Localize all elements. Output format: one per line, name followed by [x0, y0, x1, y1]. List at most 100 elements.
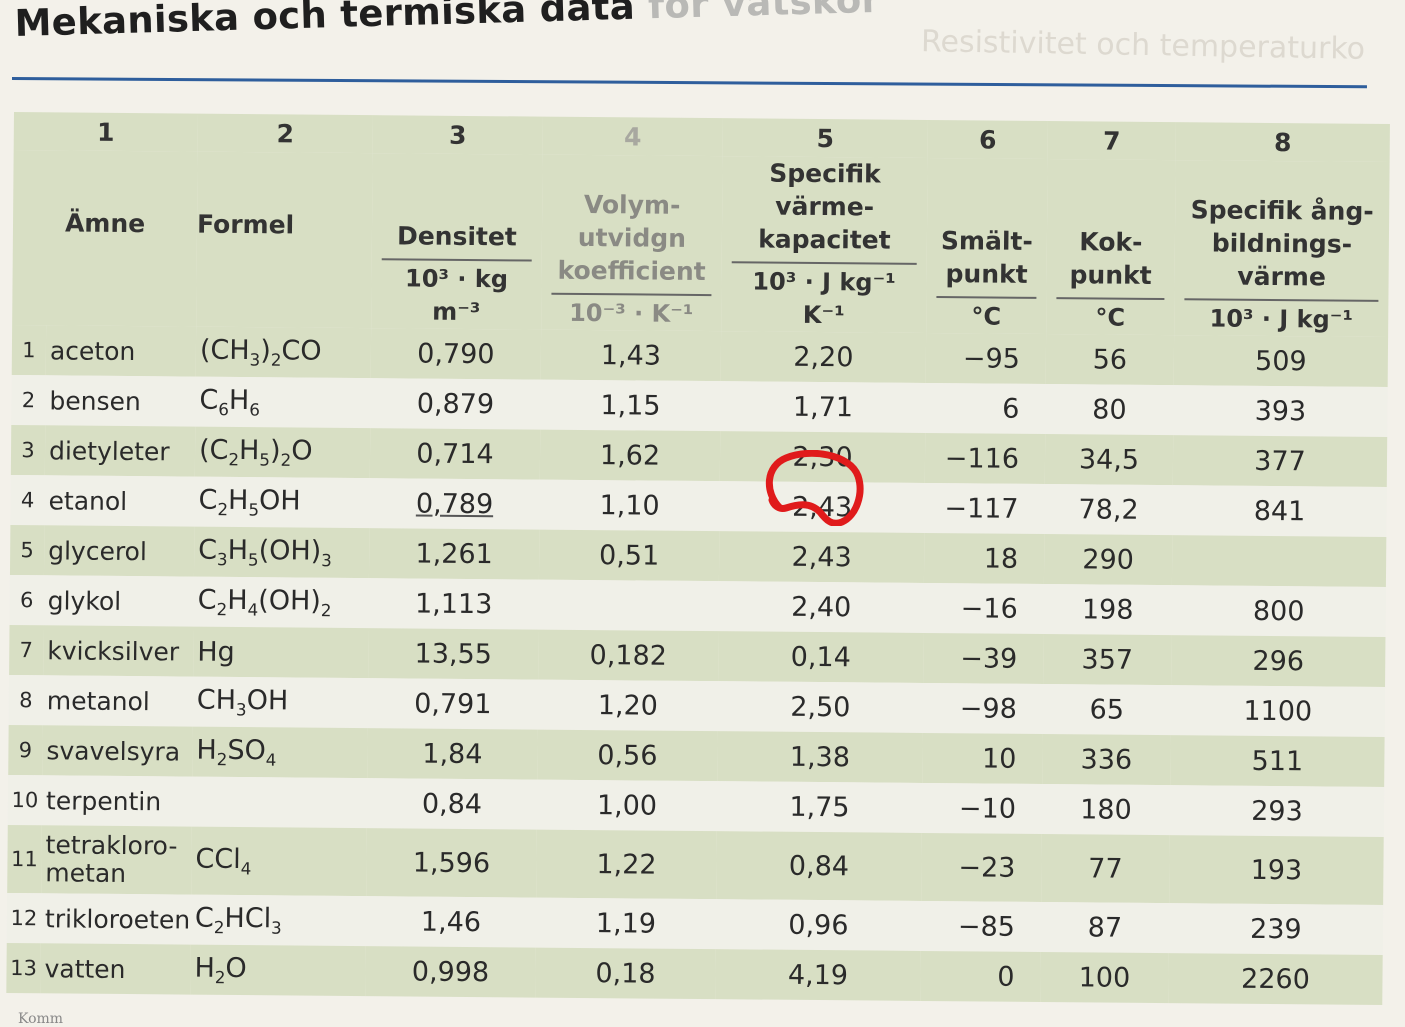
specific-heat-cell: 4,19 — [787, 959, 849, 991]
page-title: Mekaniska och termiska data för vätskor — [14, 0, 881, 45]
expansion-cell: 0,56 — [597, 739, 658, 772]
density-cell: 1,113 — [414, 588, 493, 620]
header-densitet: Densitet 10³ · kg m⁻³ — [371, 153, 543, 330]
density-cell: 1,84 — [422, 738, 483, 770]
header-densitet-label: Densitet — [396, 221, 517, 252]
boiling-point-cell: 290 — [1082, 543, 1135, 576]
header-kok-unit: °C — [1056, 297, 1165, 336]
row-number: 3 — [21, 438, 35, 463]
substance-name: terpentin — [45, 785, 162, 816]
specific-heat-cell: 2,40 — [791, 591, 852, 623]
expansion-cell: 1,22 — [596, 848, 657, 881]
header-smalt-unit: °C — [936, 296, 1037, 334]
specific-heat-cell: 2,50 — [790, 691, 851, 723]
header-smalt: Smält- punkt °C — [926, 158, 1048, 334]
substance-name: bensen — [49, 385, 141, 416]
vaporization-heat-cell: 511 — [1251, 745, 1304, 777]
row-number: 6 — [19, 588, 34, 613]
formula-cell: C2H4(OH)2 — [197, 584, 332, 620]
specific-heat-cell: 2,30 — [792, 441, 853, 473]
specific-heat-cell: 1,71 — [792, 391, 854, 423]
density-cell: 0,84 — [421, 788, 483, 820]
specific-heat-cell: 1,75 — [789, 791, 850, 823]
melting-point-cell: −117 — [944, 492, 1019, 525]
specific-heat-cell: 0,96 — [788, 909, 849, 941]
column-header-row: Ämne Formel Densitet 10³ · kg m⁻³ Volym- … — [12, 149, 1390, 337]
formula-cell: (CH3)2CO — [199, 334, 322, 370]
substance-name: kvicksilver — [47, 635, 180, 666]
melting-point-cell: −10 — [958, 792, 1017, 825]
column-number: 3 — [448, 120, 467, 150]
vaporization-heat-cell: 841 — [1253, 495, 1306, 527]
density-cell: 0,879 — [416, 388, 495, 420]
formula-cell: C2H5OH — [198, 484, 301, 520]
density-cell: 1,261 — [415, 538, 493, 570]
substance-name: glykol — [47, 585, 122, 616]
column-number: 7 — [1102, 126, 1121, 156]
header-kok-label: Kok- punkt — [1069, 227, 1152, 290]
column-number: 8 — [1273, 127, 1292, 157]
boiling-point-cell: 56 — [1092, 343, 1128, 376]
density-cell: 0,791 — [414, 688, 492, 720]
vaporization-heat-cell: 296 — [1252, 645, 1305, 677]
substance-name: tetrakloro- metan — [45, 830, 178, 889]
formula-cell: H2SO4 — [196, 734, 277, 770]
row-number: 4 — [20, 488, 35, 513]
column-number: 2 — [276, 118, 295, 148]
density-cell: 1,46 — [420, 906, 482, 938]
header-specifik-unit: 10³ · J kg⁻¹ K⁻¹ — [731, 261, 917, 333]
expansion-cell: 1,15 — [600, 389, 661, 422]
formula-cell: (C2H5)2O — [198, 434, 313, 470]
melting-point-cell: 10 — [981, 742, 1017, 775]
table-row: 13 vatten H2O 0,998 0,18 4,19 0 100 2260 — [6, 942, 1383, 1005]
data-table-wrapper: 1 2 3 4 5 6 7 8 Ämne Formel Densitet 10³ … — [6, 112, 1390, 1026]
formula-cell: CCl4 — [195, 843, 252, 879]
melting-point-cell: −16 — [960, 592, 1018, 625]
boiling-point-cell: 77 — [1088, 852, 1123, 885]
expansion-cell: 1,62 — [599, 439, 661, 472]
header-amne: Ämne — [64, 208, 146, 239]
page-title-faded: för vätskor — [647, 0, 881, 28]
vaporization-heat-cell: 377 — [1254, 445, 1306, 477]
table-body: 1 aceton (CH3)2CO 0,790 1,43 2,20 −95 56 509 2 ben… — [6, 324, 1389, 1005]
density-cell: 0,998 — [411, 956, 490, 988]
header-specifik-label: Specifik värme- kapacitet — [758, 158, 891, 255]
specific-heat-cell: 0,84 — [788, 850, 850, 882]
melting-point-cell: 6 — [1002, 393, 1020, 425]
header-ang-label: Specifik ång- bildnings- värme — [1190, 195, 1374, 292]
substance-name: aceton — [49, 335, 136, 366]
column-number: 1 — [97, 117, 115, 147]
title-rule — [11, 77, 1367, 89]
substance-name: svavelsyra — [46, 735, 181, 766]
row-number: 5 — [20, 538, 34, 563]
boiling-point-cell: 180 — [1080, 793, 1132, 826]
expansion-cell: 1,19 — [595, 907, 657, 940]
substance-name: trikloroeten — [44, 903, 191, 935]
expansion-cell: 1,10 — [599, 489, 660, 522]
specific-heat-cell: 2,43 — [791, 491, 853, 523]
bleed-through-text: Resistivitet och temperaturko — [920, 24, 1366, 67]
column-number: 6 — [978, 124, 997, 155]
row-number: 10 — [11, 788, 39, 813]
header-volym-label: Volym- utvidgn koefficient — [557, 189, 706, 287]
footer-fragment: Komm — [18, 1011, 64, 1027]
density-cell: 0,714 — [416, 438, 494, 470]
column-number: 4 — [623, 121, 642, 151]
specific-heat-cell: 1,38 — [789, 741, 851, 773]
boiling-point-cell: 34,5 — [1078, 443, 1140, 476]
row-number: 9 — [18, 738, 33, 763]
header-smalt-label: Smält- punkt — [940, 226, 1033, 289]
header-formel: Formel — [196, 209, 295, 240]
row-number: 7 — [19, 638, 34, 663]
row-number: 2 — [21, 388, 36, 413]
row-number: 13 — [10, 955, 37, 981]
vaporization-heat-cell: 239 — [1250, 913, 1302, 945]
header-volym: Volym- utvidgn koefficient 10⁻³ · K⁻¹ — [541, 155, 723, 332]
formula-cell — [192, 777, 367, 829]
header-densitet-unit: 10³ · kg m⁻³ — [381, 258, 532, 330]
expansion-cell: 0,51 — [598, 539, 660, 572]
vaporization-heat-cell: 193 — [1250, 854, 1303, 886]
specific-heat-cell: 0,14 — [790, 641, 851, 673]
melting-point-cell: −116 — [944, 442, 1020, 475]
header-ang-unit: 10³ · J kg⁻¹ — [1184, 298, 1379, 337]
